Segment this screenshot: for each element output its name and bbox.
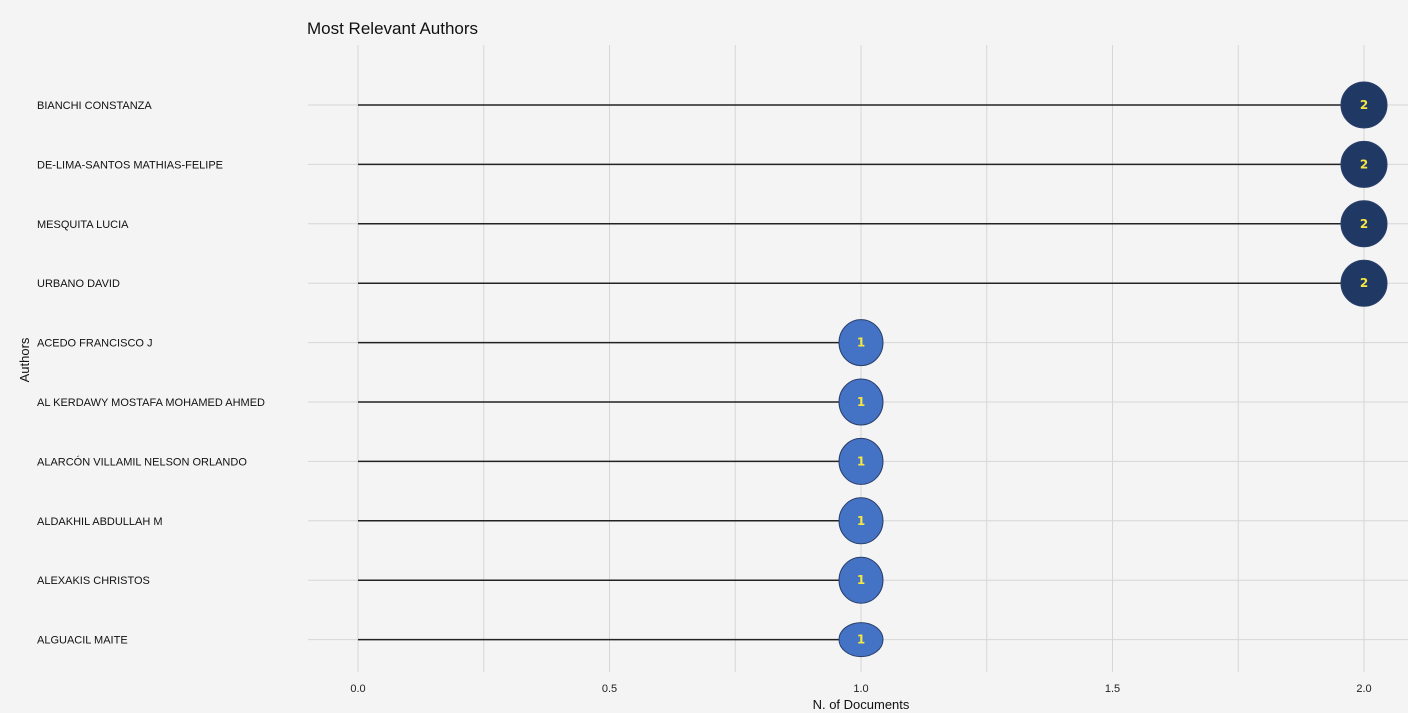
dot-value-label: 2 <box>1360 276 1368 290</box>
dot-value-label: 1 <box>857 573 865 587</box>
dot-value-label: 2 <box>1360 157 1368 171</box>
x-tick-label: 0.0 <box>350 683 365 695</box>
dot-value-label: 1 <box>857 395 865 409</box>
lollipop-dot <box>838 437 884 485</box>
dot-value-label: 2 <box>1360 98 1368 112</box>
dot-value-label: 1 <box>857 514 865 528</box>
dot-value-label: 1 <box>857 454 865 468</box>
lollipop-dot <box>838 378 884 426</box>
lollipop-dot <box>1340 140 1388 188</box>
chart-title: Most Relevant Authors <box>307 19 478 38</box>
x-tick-labels: 0.0 0.5 1.0 1.5 2.0 <box>350 683 1371 695</box>
lollipop-dot <box>1340 200 1388 248</box>
x-tick-label: 1.0 <box>853 683 868 695</box>
author-label: ALGUACIL MAITE <box>37 635 128 647</box>
author-label: DE-LIMA-SANTOS MATHIAS-FELIPE <box>37 159 223 171</box>
author-label: BIANCHI CONSTANZA <box>37 100 152 112</box>
lollipop-dot <box>838 319 884 367</box>
lollipop-dot <box>838 556 884 604</box>
author-labels: BIANCHI CONSTANZA DE-LIMA-SANTOS MATHIAS-… <box>37 100 265 647</box>
x-tick-label: 0.5 <box>602 683 617 695</box>
x-axis-title: N. of Documents <box>813 697 910 712</box>
lollipop-dot <box>838 497 884 545</box>
author-label: AL KERDAWY MOSTAFA MOHAMED AHMED <box>37 397 265 409</box>
author-label: ALARCÓN VILLAMIL NELSON ORLANDO <box>37 455 247 468</box>
dot-value-label: 1 <box>857 336 865 350</box>
x-tick-label: 1.5 <box>1105 683 1120 695</box>
lollipop-dot <box>1340 259 1388 307</box>
lollipop-dot <box>1340 81 1388 129</box>
dot-value-label: 2 <box>1360 217 1368 231</box>
lollipop-dot <box>838 622 884 658</box>
author-label: ALEXAKIS CHRISTOS <box>37 575 150 587</box>
y-axis-title: Authors <box>17 337 32 382</box>
lollipop-stems <box>358 104 1364 641</box>
x-tick-label: 2.0 <box>1356 683 1371 695</box>
lollipop-dots: 2 2 2 2 1 1 1 1 1 1 <box>838 81 1388 658</box>
dot-value-label: 1 <box>857 633 865 647</box>
author-label: ACEDO FRANCISCO J <box>37 338 153 350</box>
author-label: ALDAKHIL ABDULLAH M <box>37 516 163 528</box>
author-label: MESQUITA LUCIA <box>37 219 129 231</box>
author-label: URBANO DAVID <box>37 278 120 290</box>
